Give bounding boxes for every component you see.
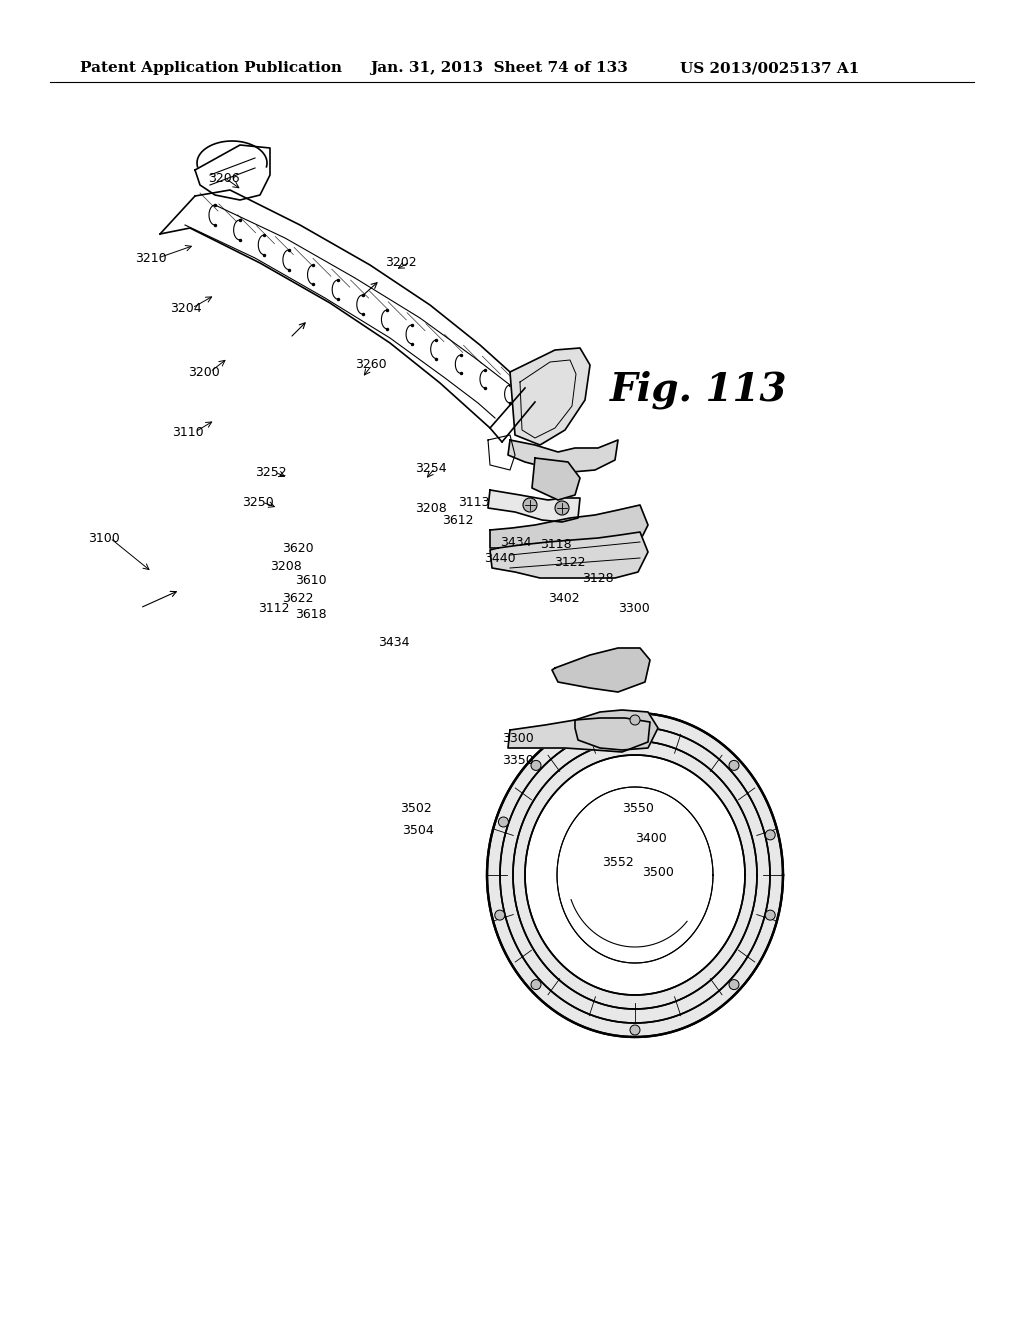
Polygon shape <box>490 506 648 548</box>
Text: 3122: 3122 <box>554 556 586 569</box>
Text: 3112: 3112 <box>258 602 290 615</box>
Text: 3440: 3440 <box>484 552 516 565</box>
Circle shape <box>630 1026 640 1035</box>
Text: 3400: 3400 <box>635 832 667 845</box>
Text: 3254: 3254 <box>415 462 446 474</box>
Text: 3260: 3260 <box>355 359 387 371</box>
Text: 3252: 3252 <box>255 466 287 479</box>
Polygon shape <box>575 710 658 750</box>
Polygon shape <box>532 458 580 500</box>
Text: 3434: 3434 <box>500 536 531 549</box>
Text: Patent Application Publication: Patent Application Publication <box>80 61 342 75</box>
Circle shape <box>765 909 775 920</box>
Text: 3202: 3202 <box>385 256 417 268</box>
Text: 3128: 3128 <box>582 572 613 585</box>
Text: Jan. 31, 2013  Sheet 74 of 133: Jan. 31, 2013 Sheet 74 of 133 <box>370 61 628 75</box>
Circle shape <box>523 498 537 512</box>
Text: 3550: 3550 <box>622 801 654 814</box>
Polygon shape <box>525 755 745 995</box>
Polygon shape <box>508 440 618 473</box>
Text: 3210: 3210 <box>135 252 167 264</box>
Text: 3622: 3622 <box>282 591 313 605</box>
Text: 3434: 3434 <box>378 635 410 648</box>
Text: 3208: 3208 <box>415 502 446 515</box>
Text: 3110: 3110 <box>172 425 204 438</box>
Circle shape <box>729 760 739 771</box>
Text: Fig. 113: Fig. 113 <box>610 371 787 409</box>
Text: 3204: 3204 <box>170 301 202 314</box>
Circle shape <box>495 909 505 920</box>
Circle shape <box>630 715 640 725</box>
Text: 3350: 3350 <box>502 754 534 767</box>
Polygon shape <box>552 648 650 692</box>
Text: 3200: 3200 <box>188 366 220 379</box>
Circle shape <box>555 502 569 515</box>
Circle shape <box>765 830 775 840</box>
Polygon shape <box>487 713 783 1038</box>
Circle shape <box>531 979 541 990</box>
Text: 3118: 3118 <box>540 539 571 552</box>
Text: 3208: 3208 <box>270 560 302 573</box>
Text: 3206: 3206 <box>208 172 240 185</box>
Text: 3300: 3300 <box>618 602 650 615</box>
Text: 3100: 3100 <box>88 532 120 544</box>
Circle shape <box>499 817 509 828</box>
Text: 3500: 3500 <box>642 866 674 879</box>
Circle shape <box>729 979 739 990</box>
Text: 3250: 3250 <box>242 495 273 508</box>
Text: 3502: 3502 <box>400 801 432 814</box>
Polygon shape <box>490 532 648 578</box>
Text: 3552: 3552 <box>602 855 634 869</box>
Text: 3113: 3113 <box>458 495 489 508</box>
Text: 3618: 3618 <box>295 609 327 622</box>
Text: US 2013/0025137 A1: US 2013/0025137 A1 <box>680 61 859 75</box>
Polygon shape <box>508 718 650 752</box>
Text: 3402: 3402 <box>548 591 580 605</box>
Polygon shape <box>488 490 580 521</box>
Text: 3504: 3504 <box>402 824 434 837</box>
Text: 3610: 3610 <box>295 573 327 586</box>
Text: 3620: 3620 <box>282 541 313 554</box>
Text: 3300: 3300 <box>502 731 534 744</box>
Polygon shape <box>510 348 590 445</box>
Text: 3612: 3612 <box>442 513 473 527</box>
Circle shape <box>531 760 541 771</box>
